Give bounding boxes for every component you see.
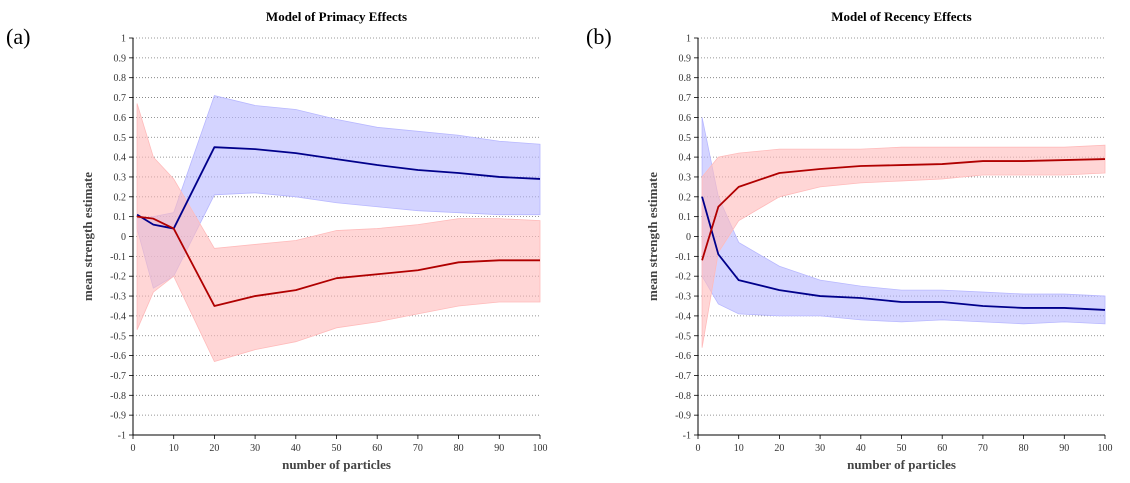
chart-a-ytick-label: -1 — [118, 431, 126, 442]
chart-a-ytick-label: -0.3 — [110, 292, 126, 303]
chart-a-ytick-label: -0.2 — [110, 272, 126, 283]
chart-b-ytick-label: 0.5 — [679, 133, 692, 144]
chart-b-ytick-label: 0.3 — [679, 172, 692, 183]
panel-a-letter: (a) — [6, 24, 31, 49]
chart-a-xtick-label: 70 — [413, 443, 423, 454]
chart-a-ytick-label: -0.4 — [110, 311, 126, 322]
chart-b-xtick-label: 70 — [978, 443, 988, 454]
chart-a-ytick-label: 0.8 — [114, 73, 127, 84]
chart-b-ytick-label: -0.6 — [675, 351, 691, 362]
chart-a-band-0 — [136, 95, 541, 289]
chart-b-ytick-label: 0.8 — [679, 73, 692, 84]
chart-b-ytick-label: -0.1 — [675, 252, 691, 263]
chart-b-ytick-label: -0.7 — [675, 371, 691, 382]
chart-b-ytick-label: -0.3 — [675, 292, 691, 303]
chart-a-xtick-label: 10 — [169, 443, 179, 454]
chart-b-xtick-label: 60 — [937, 443, 947, 454]
chart-a-xtick-label: 90 — [494, 443, 504, 454]
panel-b-letter: (b) — [586, 24, 612, 49]
chart-a-xtick-label: 30 — [250, 443, 260, 454]
chart-b-ytick-label: 0.9 — [679, 53, 692, 64]
chart-b-ytick-label: -1 — [683, 431, 691, 442]
chart-b-band-0 — [701, 117, 1106, 325]
chart-a-xtick-label: 20 — [209, 443, 219, 454]
chart-b-xtick-label: 40 — [856, 443, 866, 454]
chart-b-ytick-label: 0.7 — [679, 93, 692, 104]
chart-a-ytick-label: 0.9 — [114, 53, 127, 64]
chart-b-xlabel: number of particles — [847, 457, 956, 472]
chart-b-ytick-label: -0.9 — [675, 411, 691, 422]
chart-a-ytick-label: 0.6 — [114, 113, 127, 124]
chart-a-xtick-label: 80 — [454, 443, 464, 454]
chart-b-line-1 — [701, 158, 1106, 261]
chart-a-xtick-label: 100 — [533, 443, 548, 454]
chart-b-xtick-label: 80 — [1019, 443, 1029, 454]
chart-a-xtick-label: 60 — [372, 443, 382, 454]
chart-b-line-0 — [701, 196, 1106, 311]
chart-a-ytick-label: 0 — [121, 232, 126, 243]
chart-b-ytick-label: 0.2 — [679, 192, 692, 203]
chart-b-ytick-label: 0.6 — [679, 113, 692, 124]
chart-a-ytick-label: 0.4 — [114, 153, 127, 164]
chart-b-xtick-label: 50 — [897, 443, 907, 454]
chart-a-ytick-label: -0.1 — [110, 252, 126, 263]
chart-a-ytick-label: -0.5 — [110, 331, 126, 342]
chart-b-ytick-label: 0.1 — [679, 212, 692, 223]
chart-b-ylabel: mean strength estimate — [645, 172, 660, 301]
chart-a-line-1 — [136, 215, 540, 307]
chart-b-ytick-label: -0.2 — [675, 272, 691, 283]
chart-b-xtick-label: 100 — [1098, 443, 1113, 454]
chart-a-ytick-label: 0.3 — [114, 172, 127, 183]
chart-a-ytick-label: 0.7 — [114, 93, 127, 104]
chart-b-band-1 — [701, 144, 1106, 348]
chart-a-band-1 — [136, 103, 541, 363]
chart-a-ytick-label: 0.2 — [114, 192, 127, 203]
chart-b-ytick-label: 0 — [686, 232, 691, 243]
chart-a-xlabel: number of particles — [282, 457, 391, 472]
chart-a-xtick-label: 50 — [332, 443, 342, 454]
chart-a-ytick-label: -0.6 — [110, 351, 126, 362]
chart-a-ytick-label: 1 — [121, 34, 126, 45]
chart-a-title: Model of Primacy Effects — [266, 9, 407, 24]
chart-b-ytick-label: -0.5 — [675, 331, 691, 342]
chart-b-xtick-label: 30 — [815, 443, 825, 454]
chart-b-xtick-label: 10 — [734, 443, 744, 454]
chart-a-ytick-label: -0.9 — [110, 411, 126, 422]
chart-a-ytick-label: 0.5 — [114, 133, 127, 144]
chart-primacy: Model of Primacy Effects 1 0.9 0.8 0.7 0.6 0.5… — [80, 9, 548, 472]
chart-b-xtick-label: 20 — [774, 443, 784, 454]
chart-a-ytick-label: 0.1 — [114, 212, 127, 223]
chart-b-ytick-label: -0.4 — [675, 311, 691, 322]
chart-a-ylabel: mean strength estimate — [80, 172, 95, 301]
chart-a-xtick-label: 0 — [131, 443, 136, 454]
chart-b-xtick-label: 90 — [1059, 443, 1069, 454]
chart-b-ytick-label: 1 — [686, 34, 691, 45]
chart-b-ytick-label: -0.8 — [675, 391, 691, 402]
chart-b-ytick-label: 0.4 — [679, 153, 692, 164]
chart-recency: Model of Recency Effects 1 0.9 0.8 0.7 0.6 0.5… — [645, 9, 1113, 472]
chart-a-ytick-label: -0.8 — [110, 391, 126, 402]
chart-b-xtick-label: 0 — [696, 443, 701, 454]
chart-a-ytick-label: -0.7 — [110, 371, 126, 382]
chart-b-title: Model of Recency Effects — [831, 9, 971, 24]
chart-a-xtick-label: 40 — [291, 443, 301, 454]
